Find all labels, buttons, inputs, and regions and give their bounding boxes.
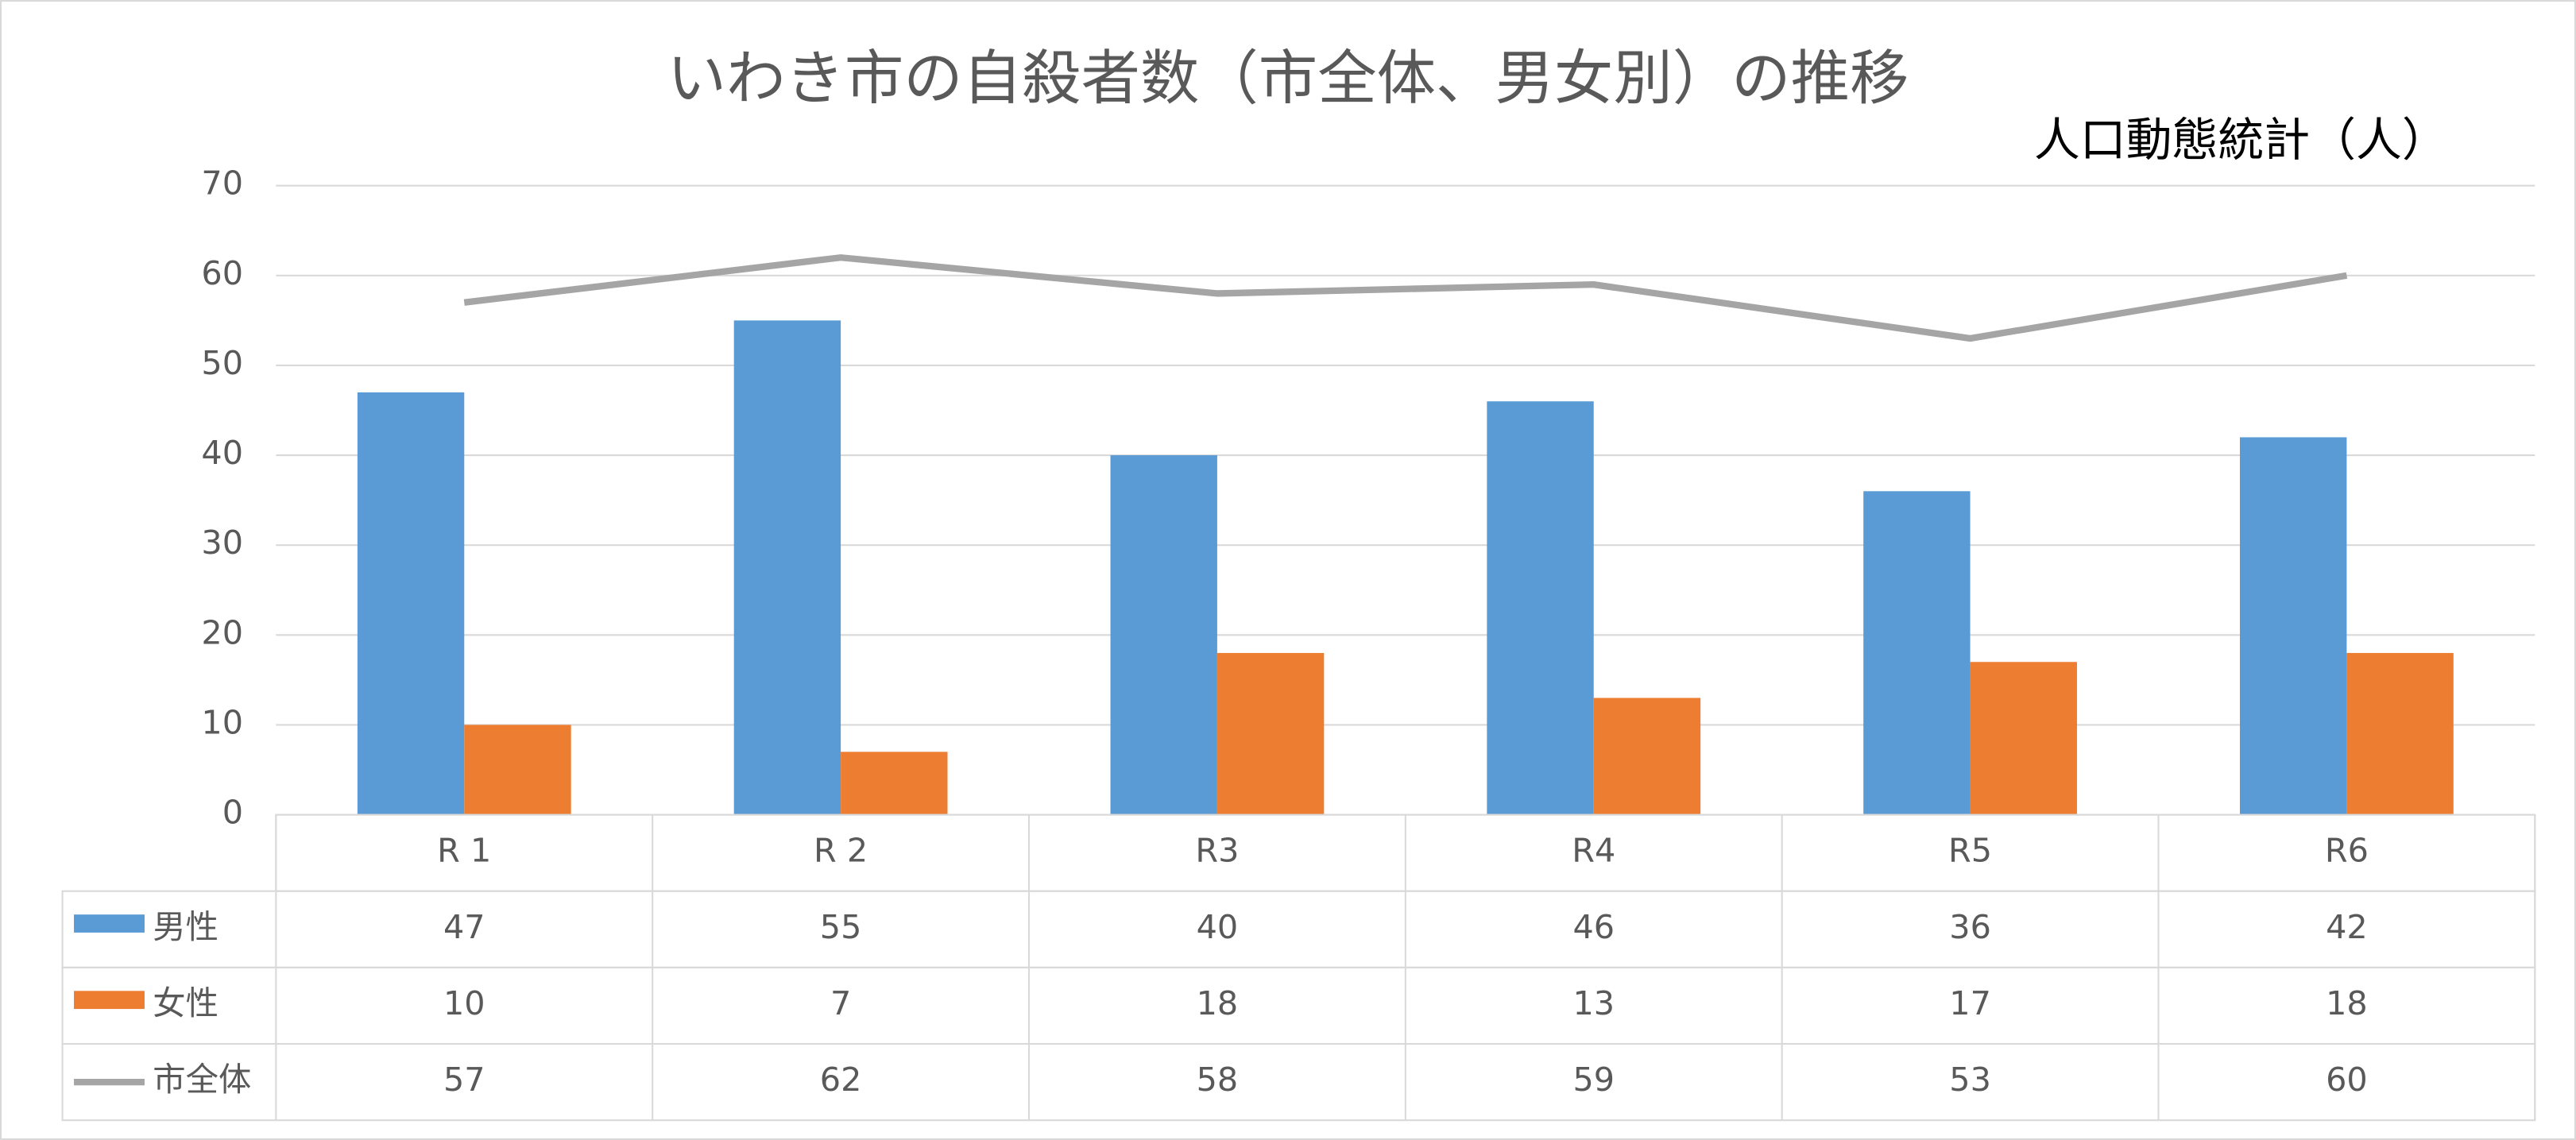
table-value: 55 (820, 908, 862, 946)
bar (1863, 491, 1971, 815)
chart-title: いわき市の自殺者数（市全体、男女別）の推移 (667, 44, 1909, 113)
table-value: 53 (1949, 1061, 1991, 1099)
table-value: 57 (443, 1061, 485, 1099)
y-tick-label: 60 (201, 254, 243, 292)
x-tick-label: R3 (1195, 832, 1239, 870)
table-value: 62 (820, 1061, 862, 1099)
bar (1110, 455, 1217, 815)
x-tick-label: R6 (2325, 832, 2369, 870)
table-value: 18 (2326, 984, 2368, 1022)
y-tick-label: 20 (201, 613, 243, 651)
legend-label: 男性 (153, 908, 219, 946)
legend-key (74, 914, 145, 933)
bar (1216, 652, 1325, 815)
y-tick-label: 40 (201, 434, 243, 472)
table-value: 60 (2326, 1061, 2368, 1099)
y-tick-label: 10 (201, 703, 243, 741)
y-tick-label: 0 (222, 794, 243, 832)
x-tick-label: R4 (1572, 832, 1615, 870)
bar (2240, 437, 2347, 815)
x-tick-label: R 2 (814, 832, 868, 870)
table-value: 40 (1197, 908, 1239, 946)
bar (1970, 662, 2077, 815)
table-value: 59 (1572, 1061, 1615, 1099)
table-value: 13 (1572, 984, 1615, 1022)
y-tick-label: 70 (201, 164, 243, 203)
table-value: 46 (1572, 908, 1615, 946)
x-tick-label: R5 (1948, 832, 1992, 870)
legend-label: 女性 (153, 984, 219, 1022)
bar (464, 725, 571, 815)
bar (1593, 698, 1701, 815)
bar (1487, 401, 1594, 815)
bar (2346, 652, 2454, 815)
table-value: 18 (1197, 984, 1239, 1022)
x-tick-label: R 1 (437, 832, 491, 870)
table-value: 58 (1197, 1061, 1239, 1099)
annotation: 人口動態統計（人） (2034, 113, 2448, 167)
table-value: 36 (1949, 908, 1991, 946)
bar (733, 320, 841, 815)
table-value: 47 (443, 908, 485, 946)
bar (357, 392, 465, 815)
table-value: 7 (830, 984, 851, 1022)
table-value: 10 (443, 984, 485, 1022)
line (463, 254, 2348, 342)
y-tick-label: 50 (201, 344, 243, 382)
bar (841, 752, 948, 815)
table-value: 17 (1949, 984, 1991, 1022)
legend-label: 市全体 (153, 1061, 251, 1099)
table-value: 42 (2326, 908, 2368, 946)
y-tick-label: 30 (201, 524, 243, 562)
legend-key (74, 991, 145, 1010)
